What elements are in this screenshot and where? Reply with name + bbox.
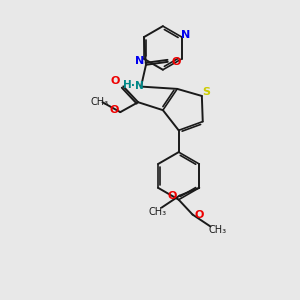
Text: N: N	[135, 56, 144, 66]
Text: H: H	[123, 80, 131, 90]
Text: N: N	[182, 30, 191, 40]
Text: CH₃: CH₃	[90, 97, 109, 107]
Text: O: O	[168, 191, 177, 201]
Text: CH₃: CH₃	[148, 207, 167, 217]
Text: O: O	[111, 76, 120, 86]
Text: O: O	[171, 57, 180, 67]
Text: O: O	[110, 105, 119, 115]
Text: O: O	[195, 209, 204, 220]
Text: S: S	[202, 87, 211, 97]
Text: ·N: ·N	[131, 81, 143, 91]
Text: CH₃: CH₃	[208, 225, 226, 236]
